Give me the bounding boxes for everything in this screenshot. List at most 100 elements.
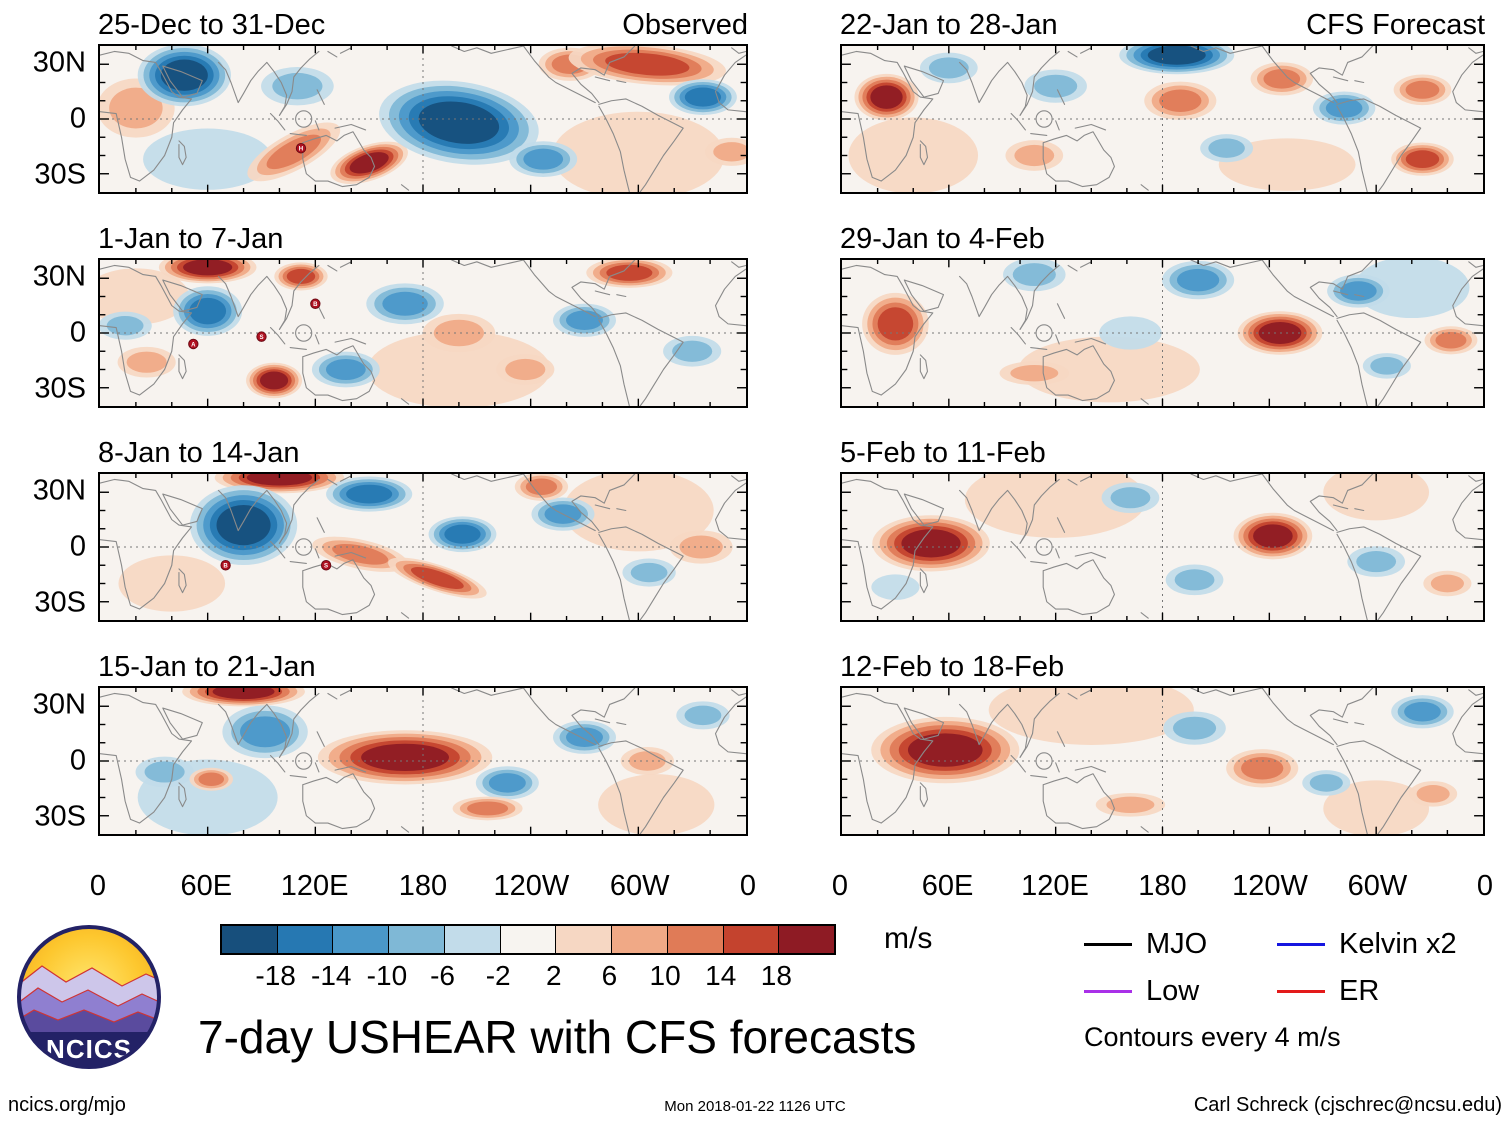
storm-marker: A [189,339,198,348]
map-frame [840,44,1485,194]
map-canvas [842,260,1483,406]
y-axis-tick-label: 30S [34,372,86,405]
panel-title: 12-Feb to 18-Feb [840,651,1065,683]
map-row: 30N 0 30S [8,686,748,836]
panel-title: 29-Jan to 4-Feb [840,223,1045,255]
colorbar-cell [723,925,780,953]
colorbar-cell [556,925,613,953]
contour-note: Contours every 4 m/s [1084,1022,1341,1052]
legend-line-swatch [1277,943,1325,946]
storm-marker: H [296,143,305,152]
panel-title-row: 1-Jan to 7-Jan [98,220,748,256]
y-axis-tick-label: 0 [69,102,86,135]
map-panel: 25-Dec to 31-Dec Observed 30N 0 30S H [8,6,748,194]
colorbar-cell [612,925,668,953]
observed-column: 25-Dec to 31-Dec Observed 30N 0 30S H 1-Jan to… [8,6,756,908]
legend-line-swatch [1277,990,1325,993]
colorbar-cell [333,925,390,953]
panel-title-row: 5-Feb to 11-Feb [840,434,1485,470]
ncics-logo: NCICS [0,922,172,1077]
map-grid: 25-Dec to 31-Dec Observed 30N 0 30S H 1-Jan to… [8,6,1493,908]
svg-text:H: H [299,146,304,153]
legend-item: Kelvin x2 [1277,928,1492,961]
legend-item: ER [1277,975,1492,1008]
legend-item: MJO [1084,928,1269,961]
panel-title-row: 25-Dec to 31-Dec Observed [98,6,748,42]
x-axis-tick-label: 180 [1138,870,1187,902]
map-frame: H [98,44,748,194]
map-panel: 15-Jan to 21-Jan 30N 0 30S [8,648,748,836]
storm-marker: B [311,299,320,308]
map-panel: 1-Jan to 7-Jan 30N 0 30S A S B [8,220,748,408]
colorbar-tick-label: 18 [760,960,792,991]
panel-title-row: 12-Feb to 18-Feb [840,648,1485,684]
y-axis-tick-label: 0 [69,744,86,777]
colorbar-row: m/s [220,922,932,956]
panel-title: 15-Jan to 21-Jan [98,651,316,683]
colorbar-tick-label: -10 [366,960,408,991]
map-panel: 29-Jan to 4-Feb [840,220,1485,408]
legend-block: MJO Kelvin x2 Low ER Contours every 4 m/s [1084,922,1492,1053]
map-frame [98,686,748,836]
colorbar-tick-label: -18 [255,960,296,991]
colorbar-tick-label: -2 [485,960,511,991]
ncics-logo-image: NCICS [17,925,161,1069]
map-canvas [842,688,1483,834]
colorbar-cell [389,925,445,953]
colorbar-tick-label: 14 [705,960,737,991]
y-axis-tick-label: 30N [32,46,86,79]
storm-marker: S [257,332,266,341]
y-axis-tick-label: 30N [32,688,86,721]
y-axis-labels: 30N 0 30S [8,472,98,622]
footer-author: Carl Schreck (cjschrec@ncsu.edu) [1193,1094,1502,1116]
map-canvas: A S B [100,260,746,406]
svg-text:B: B [313,301,318,308]
x-axis-labels: 0 60E 120E 180 120W 60W 0 [90,862,756,908]
forecast-column: 22-Jan to 28-Jan CFS Forecast 29-Jan to 4-… [832,6,1493,908]
legend-label: ER [1339,975,1380,1007]
svg-text:S: S [259,334,263,341]
colorbar-units: m/s [884,922,933,955]
x-axis-tick-label: 120E [1021,870,1089,902]
panel-corner-label: CFS Forecast [1306,9,1485,41]
footer-url: ncics.org/mjo [8,1094,126,1116]
y-axis-tick-label: 30N [32,260,86,293]
y-axis-tick-label: 30N [32,474,86,507]
map-frame: A S B [98,258,748,408]
colorbar-block: m/s -18 -14 -10 -6 -2 2 6 10 14 18 7-day USHEAR w… [198,922,932,1064]
panel-title-row: 29-Jan to 4-Feb [840,220,1485,256]
panel-corner-label: Observed [622,9,748,41]
x-axis-tick-label: 120E [280,870,349,902]
storm-marker: S [321,561,330,570]
y-axis-tick-label: 30S [34,158,86,191]
colorbar-cell [500,925,557,953]
panel-title: 25-Dec to 31-Dec [98,9,326,41]
colorbar-cell [444,925,501,953]
x-axis-labels: 0 60E 120E 180 120W 60W 0 [832,862,1493,908]
x-axis-tick-label: 60E [180,870,233,902]
x-axis-tick-label: 0 [89,870,107,902]
x-axis-tick-label: 120W [1232,870,1308,902]
colorbar-tick-label: -6 [430,960,455,991]
legend-line-swatch [1084,990,1132,993]
x-axis-tick-label: 0 [1476,870,1494,902]
storm-marker: B [221,561,230,570]
x-axis-tick-label: 60E [921,870,974,902]
panel-title-row: 8-Jan to 14-Jan [98,434,748,470]
x-axis-tick-label: 120W [493,870,570,902]
x-axis-tick-label: 0 [739,870,757,902]
colorbar-cell [779,925,835,953]
colorbar-cell [277,925,334,953]
x-axis-tick-label: 60W [1347,870,1408,902]
y-axis-labels: 30N 0 30S [8,686,98,836]
panel-title-row: 22-Jan to 28-Jan CFS Forecast [840,6,1485,42]
footer-timestamp: Mon 2018-01-22 1126 UTC [664,1098,846,1115]
x-axis-tick-label: 0 [831,870,849,902]
colorbar-tick-label: 2 [546,960,562,991]
bottom-area: NCICS m/s -18 -14 -10 -6 -2 2 6 10 14 18 7-day US… [0,922,1510,1077]
y-axis-tick-label: 0 [69,316,86,349]
y-axis-tick-label: 30S [34,586,86,619]
map-frame [840,472,1485,622]
